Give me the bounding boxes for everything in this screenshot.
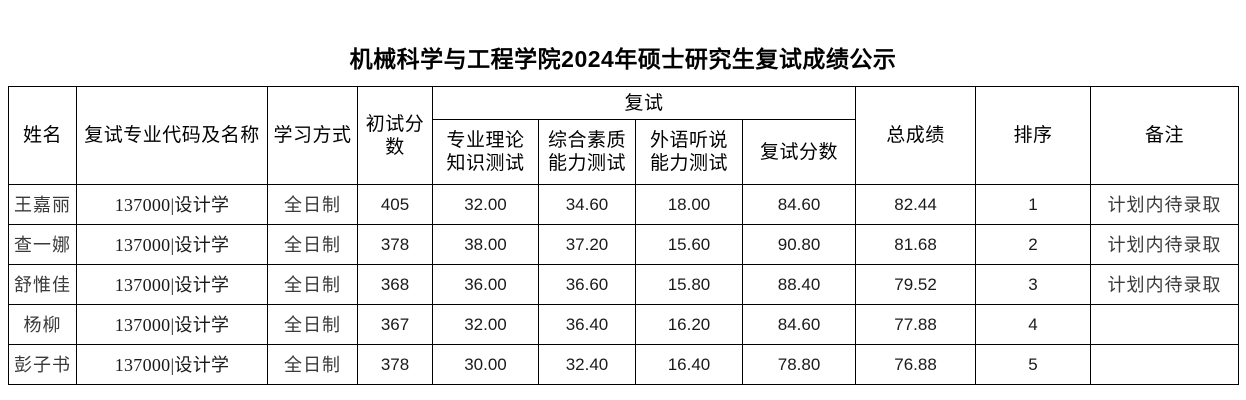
- cell-study-mode: 全日制: [267, 264, 358, 305]
- cell-major: 137000|设计学: [76, 304, 268, 345]
- table-row: 查一娜 137000|设计学 全日制 378 38.00 37.20 15.60 90.80 8…: [8, 224, 1240, 265]
- cell-retest-score: 78.80: [741, 344, 857, 385]
- table-row: 王嘉丽 137000|设计学 全日制 405 32.00 34.60 18.00 84.60 8…: [8, 184, 1240, 225]
- cell-prelim-score: 378: [357, 344, 433, 385]
- table-row: 彭子书 137000|设计学 全日制 378 30.00 32.40 16.40 78.80 7…: [8, 344, 1240, 385]
- cell-name: 查一娜: [8, 224, 77, 265]
- cell-total-score: 81.68: [855, 224, 977, 265]
- cell-foreign-test: 16.40: [635, 344, 743, 385]
- column-header-foreign-test: 外语听说 能力测试: [635, 119, 743, 185]
- column-header-study-mode: 学习方式: [267, 86, 358, 185]
- cell-quality-test: 32.40: [538, 344, 636, 385]
- cell-foreign-test: 15.60: [635, 224, 743, 265]
- cell-theory-test: 36.00: [432, 264, 539, 305]
- cell-rank: 3: [975, 264, 1092, 305]
- cell-prelim-score: 368: [357, 264, 433, 305]
- cell-remark: [1090, 304, 1240, 345]
- cell-total-score: 77.88: [855, 304, 977, 345]
- column-header-prelim-score: 初试分数: [357, 86, 433, 185]
- cell-quality-test: 36.40: [538, 304, 636, 345]
- cell-quality-test: 34.60: [538, 184, 636, 225]
- cell-remark: 计划内待录取: [1090, 184, 1240, 225]
- column-header-theory-test: 专业理论 知识测试: [432, 119, 539, 185]
- cell-study-mode: 全日制: [267, 224, 358, 265]
- cell-major: 137000|设计学: [76, 224, 268, 265]
- page-title: 机械科学与工程学院2024年硕士研究生复试成绩公示: [349, 46, 897, 72]
- cell-foreign-test: 16.20: [635, 304, 743, 345]
- column-header-theory-test-line2: 知识测试: [446, 153, 525, 174]
- cell-foreign-test: 15.80: [635, 264, 743, 305]
- cell-remark: [1090, 344, 1240, 385]
- cell-total-score: 79.52: [855, 264, 977, 305]
- cell-theory-test: 38.00: [432, 224, 539, 265]
- column-header-name: 姓名: [8, 86, 77, 185]
- cell-name: 王嘉丽: [8, 184, 77, 225]
- table-row: 舒惟佳 137000|设计学 全日制 368 36.00 36.60 15.80 88.40 7…: [8, 264, 1240, 305]
- cell-major: 137000|设计学: [76, 264, 268, 305]
- cell-retest-score: 88.40: [741, 264, 857, 305]
- column-header-foreign-test-line2: 能力测试: [649, 153, 728, 174]
- cell-prelim-score: 405: [357, 184, 433, 225]
- cell-total-score: 76.88: [855, 344, 977, 385]
- column-header-foreign-test-line1: 外语听说: [649, 130, 728, 151]
- cell-rank: 2: [975, 224, 1092, 265]
- column-header-total-score: 总成绩: [855, 86, 977, 185]
- header-row-group: 姓名 复试专业代码及名称 学习方式 初试分数 复试 总成绩 排序 备注: [8, 86, 1240, 185]
- column-header-retest-score: 复试分数: [741, 119, 857, 185]
- cell-name: 杨柳: [8, 304, 77, 345]
- column-header-major: 复试专业代码及名称: [76, 86, 268, 185]
- column-header-retest-group: 复试: [431, 86, 857, 120]
- cell-quality-test: 36.60: [538, 264, 636, 305]
- cell-foreign-test: 18.00: [635, 184, 743, 225]
- table-row: 杨柳 137000|设计学 全日制 367 32.00 36.40 16.20 84.60 77…: [8, 304, 1240, 345]
- grades-table: 姓名 复试专业代码及名称 学习方式 初试分数 复试 总成绩 排序 备注 专业理论…: [8, 86, 1240, 385]
- cell-theory-test: 32.00: [432, 304, 539, 345]
- cell-prelim-score: 367: [357, 304, 433, 345]
- cell-name: 彭子书: [8, 344, 77, 385]
- cell-retest-score: 90.80: [741, 224, 857, 265]
- grades-table-container: 姓名 复试专业代码及名称 学习方式 初试分数 复试 总成绩 排序 备注 专业理论…: [8, 86, 1240, 385]
- cell-theory-test: 32.00: [432, 184, 539, 225]
- cell-theory-test: 30.00: [432, 344, 539, 385]
- cell-major: 137000|设计学: [76, 344, 268, 385]
- column-header-quality-test-line1: 综合素质: [547, 130, 626, 151]
- header-row-sub: 专业理论 知识测试 综合素质 能力测试 外语听说 能力测试 复试分数: [9, 119, 1239, 185]
- cell-quality-test: 37.20: [538, 224, 636, 265]
- column-header-theory-test-line1: 专业理论: [446, 130, 525, 151]
- cell-remark: 计划内待录取: [1090, 264, 1240, 305]
- cell-prelim-score: 378: [357, 224, 433, 265]
- column-header-quality-test-line2: 能力测试: [547, 153, 626, 174]
- column-header-rank: 排序: [975, 86, 1092, 185]
- column-header-quality-test: 综合素质 能力测试: [538, 119, 636, 185]
- cell-rank: 5: [975, 344, 1092, 385]
- cell-rank: 1: [975, 184, 1092, 225]
- cell-study-mode: 全日制: [267, 344, 358, 385]
- cell-retest-score: 84.60: [741, 184, 857, 225]
- column-header-remark: 备注: [1090, 86, 1240, 185]
- table-body: 王嘉丽 137000|设计学 全日制 405 32.00 34.60 18.00 84.60 8…: [8, 184, 1240, 385]
- cell-major: 137000|设计学: [76, 184, 268, 225]
- cell-study-mode: 全日制: [267, 304, 358, 345]
- cell-total-score: 82.44: [855, 184, 977, 225]
- table-header: 姓名 复试专业代码及名称 学习方式 初试分数 复试 总成绩 排序 备注 专业理论…: [8, 86, 1240, 185]
- cell-name: 舒惟佳: [8, 264, 77, 305]
- cell-remark: 计划内待录取: [1090, 224, 1240, 265]
- cell-retest-score: 84.60: [741, 304, 857, 345]
- cell-study-mode: 全日制: [267, 184, 358, 225]
- cell-rank: 4: [975, 304, 1092, 345]
